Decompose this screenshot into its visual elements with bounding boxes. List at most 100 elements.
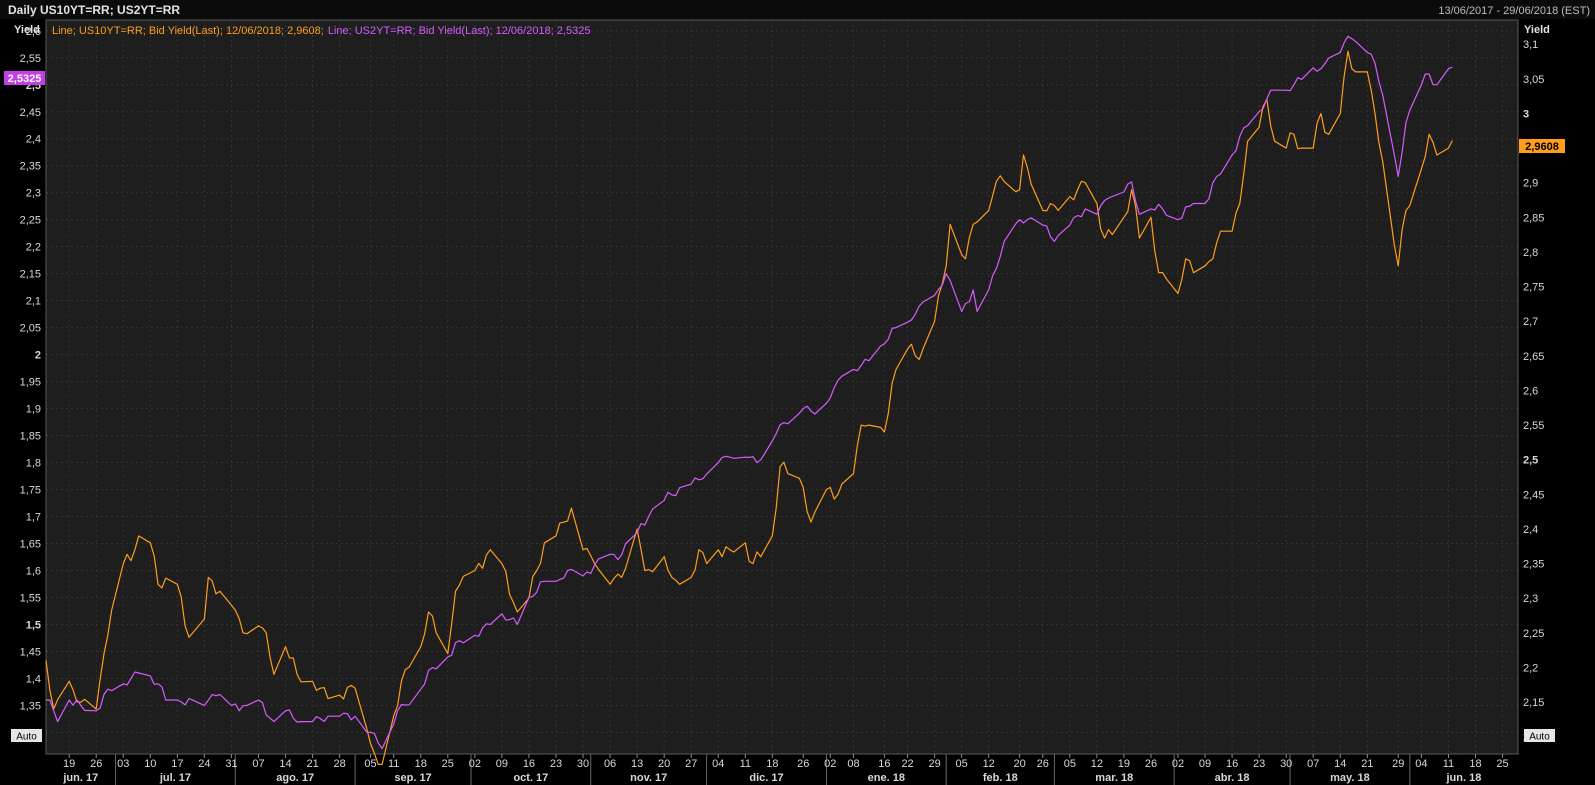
x-tick-label: 07 [252,758,264,770]
x-tick-label: 12 [983,758,995,770]
right-tick-label: 2,2 [1523,662,1538,674]
left-tick-label: 2,55 [20,53,41,65]
left-tick-label: 1,35 [20,700,41,712]
x-tick-label: 17 [171,758,183,770]
x-month-label: jun. 17 [62,772,98,784]
left-auto-button[interactable]: Auto [11,729,42,743]
x-tick-label: 05 [1064,758,1076,770]
x-tick-label: 04 [712,758,724,770]
left-tick-label: 2,2 [26,242,41,254]
x-axis-day-ticks[interactable]: 19 26 03 10 17 24 31 07 14 21 28 05 11 18 25 02 09 16 23 30… [63,754,1509,770]
right-auto-label: Auto [1529,732,1550,743]
left-tick-label: 2,4 [26,134,41,146]
right-auto-button[interactable]: Auto [1524,729,1555,743]
x-tick-label: 29 [928,758,940,770]
right-tick-label: 2,55 [1523,420,1544,432]
x-tick-label: 11 [1443,758,1454,770]
x-month-label: ago. 17 [276,772,314,784]
x-month-label: abr. 18 [1215,772,1250,784]
right-last-value-text: 2,9608 [1525,141,1559,153]
x-month-label: feb. 18 [983,772,1018,784]
x-tick-label: 29 [1392,758,1404,770]
x-month-label: jun. 18 [1445,772,1481,784]
grid-lines [46,20,1518,754]
x-axis-month-labels: jun. 17 jul. 17 ago. 17 sep. 17 oct. 17 nov. … [62,772,1481,784]
x-tick-label: 16 [1226,758,1238,770]
x-tick-label: 25 [1496,758,1508,770]
left-tick-label: 1,55 [20,592,41,604]
x-tick-label: 22 [901,758,913,770]
legend-2y: Line; US2YT=RR; Bid Yield(Last); 12/06/2… [328,25,591,37]
series-layer[interactable] [45,35,1453,765]
left-tick-label: 1,85 [20,431,41,443]
left-tick-label: 2,1 [26,296,41,308]
right-tick-label: 3,1 [1523,39,1538,51]
x-tick-label: 07 [1307,758,1319,770]
left-tick-label: 2,15 [20,269,41,281]
left-tick-label: 1,75 [20,485,41,497]
left-tick-label: 1,5 [26,619,41,631]
x-tick-label: 31 [225,758,237,770]
title-bar [0,0,1595,19]
series-us10yt[interactable] [45,50,1453,765]
plot-area [46,20,1518,754]
line-us2yt[interactable] [45,35,1453,750]
x-tick-label: 11 [388,758,399,770]
x-tick-label: 13 [631,758,643,770]
x-tick-label: 14 [1334,758,1346,770]
right-tick-label: 2,4 [1523,524,1538,536]
left-tick-label: 1,7 [26,512,41,524]
x-tick-label: 20 [658,758,670,770]
left-tick-label: 2,6 [26,26,41,38]
right-tick-label: 2,6 [1523,385,1538,397]
x-month-label: ene. 18 [868,772,905,784]
line-us10yt[interactable] [45,50,1453,765]
left-tick-label: 1,6 [26,566,41,578]
series-us2yt[interactable] [45,35,1453,750]
right-tick-label: 2,25 [1523,628,1544,640]
right-tick-label: 2,85 [1523,212,1544,224]
x-tick-label: 02 [824,758,836,770]
left-tick-label: 2,35 [20,161,41,173]
x-tick-label: 02 [1172,758,1184,770]
left-tick-label: 1,8 [26,458,41,470]
x-tick-label: 26 [797,758,809,770]
x-tick-label: 02 [469,758,481,770]
x-tick-label: 18 [766,758,778,770]
right-tick-label: 2,45 [1523,489,1544,501]
x-tick-label: 16 [878,758,890,770]
x-tick-label: 30 [1280,758,1292,770]
right-tick-label: 2,15 [1523,697,1544,709]
right-tick-label: 2,8 [1523,247,1538,259]
chart-title: Daily US10YT=RR; US2YT=RR [8,3,180,17]
x-month-label: may. 18 [1330,772,1370,784]
x-month-label: jul. 17 [159,772,191,784]
x-tick-label: 19 [63,758,75,770]
x-month-label: mar. 18 [1095,772,1133,784]
left-tick-label: 2,05 [20,323,41,335]
right-tick-label: 3,05 [1523,74,1544,86]
x-tick-label: 10 [144,758,156,770]
right-tick-label: 2,3 [1523,593,1538,605]
x-tick-label: 18 [415,758,427,770]
x-month-label: dic. 17 [749,772,783,784]
left-last-value-badge: 2,5325 [4,71,45,85]
right-tick-label: 2,35 [1523,559,1544,571]
x-tick-label: 21 [1361,758,1373,770]
x-tick-label: 18 [1469,758,1481,770]
right-tick-label: 2,75 [1523,282,1544,294]
x-tick-label: 21 [306,758,318,770]
x-tick-label: 09 [496,758,508,770]
left-tick-label: 2,45 [20,107,41,119]
left-tick-label: 2 [35,350,41,362]
plot-border [45,19,1519,755]
x-tick-label: 14 [279,758,291,770]
legend-10y: Line; US10YT=RR; Bid Yield(Last); 12/06/… [52,25,324,37]
month-separators [115,754,1411,785]
x-tick-label: 12 [1091,758,1103,770]
right-last-value-badge: 2,9608 [1519,139,1565,153]
right-axis-ticks[interactable]: 3,13,0532,952,92,852,82,752,72,652,62,55… [1523,39,1544,743]
left-auto-label: Auto [16,732,37,743]
x-tick-label: 08 [847,758,859,770]
